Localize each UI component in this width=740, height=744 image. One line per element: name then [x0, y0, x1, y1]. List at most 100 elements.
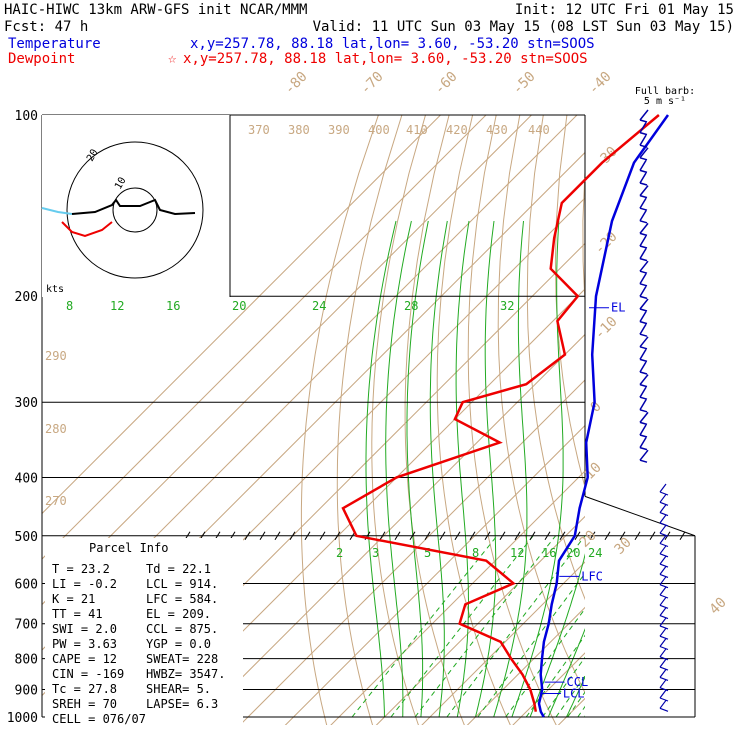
wind-barb-flag	[659, 501, 669, 506]
pressure-label: 800	[15, 653, 38, 668]
hodograph-units: kts	[46, 284, 64, 295]
wind-barb-staff	[639, 134, 647, 146]
isobar-hatch-mark	[394, 531, 401, 541]
dry-adiabat-line	[732, 115, 740, 730]
wind-barb-staff	[659, 524, 667, 534]
wind-barb-staff	[639, 424, 647, 436]
wind-barb-flag	[659, 491, 669, 496]
parcel-info-right: LAPSE= 6.3	[146, 697, 218, 711]
wind-barb	[659, 566, 669, 578]
mixing-ratio-label: 24	[312, 299, 326, 313]
wind-barb-staff	[639, 298, 649, 310]
wind-barb-flag	[639, 144, 648, 148]
wind-barb	[639, 122, 648, 136]
wind-barb-flag	[659, 594, 669, 599]
mixing-ratio-labels: 8 12 16 20 24 28 32 2 3 5 8 12 16 20 24	[66, 299, 602, 560]
theta-label: 290	[45, 349, 67, 363]
wind-barb-flag	[659, 563, 669, 568]
wind-barb-staff	[659, 576, 667, 586]
parcel-info-left: SREH = 70	[52, 697, 117, 711]
wind-barb-flag	[639, 320, 648, 325]
wind-barb	[639, 298, 649, 312]
parcel-info-rows: T = 23.2 Td = 22.1 LI = -0.2 LCL = 914. K = …	[52, 562, 225, 726]
wind-barb	[659, 648, 669, 661]
dry-adiabat-line	[685, 115, 740, 730]
wind-barb-staff	[639, 349, 647, 360]
wind-barb-staff	[659, 493, 667, 503]
parcel-info-right: SWEAT= 228	[146, 652, 218, 666]
wind-barb-staff	[639, 449, 649, 461]
isotherm-line	[284, 424, 585, 725]
isotherm-line	[645, 115, 740, 730]
theta-label: 380	[288, 123, 310, 137]
wind-barb	[639, 437, 648, 451]
wind-barb-staff	[639, 147, 649, 159]
isobar-hatch-mark	[634, 531, 641, 541]
theta-labels: 370 380 390 400 410 420 430 440 290 280 270	[45, 123, 550, 508]
parcel-info-left: CAPE = 12	[52, 652, 117, 666]
theta-label: 430	[486, 123, 508, 137]
wind-barb-flag	[659, 522, 669, 527]
forecast-hour: Fcst: 47 h	[4, 19, 88, 35]
temperature-profile-line	[537, 114, 670, 718]
parcel-info-title: Parcel Info	[89, 541, 168, 555]
parcel-info-right: LCL = 914.	[146, 577, 218, 591]
isobar-hatch-mark	[649, 531, 656, 541]
wind-barb-staff	[659, 566, 667, 575]
wind-barb	[639, 185, 649, 199]
model-title: HAIC-HIWC 13km ARW-GFS init NCAR/MMM	[4, 2, 307, 18]
wind-barb-staff	[659, 689, 667, 699]
isotherm-label: 30	[612, 535, 635, 558]
isobar-hatch-mark	[604, 531, 611, 541]
barb-key: Full barb: 5 m s⁻¹	[635, 86, 695, 107]
mixing-ratio-line	[446, 535, 585, 718]
wind-barb-flag	[659, 697, 669, 702]
dry-adiabat-line	[635, 115, 740, 730]
mixing-ratio-label: 16	[166, 299, 180, 313]
mixing-ratio-label: 3	[372, 546, 379, 560]
wind-barb-flag	[659, 656, 669, 661]
wind-barb-staff	[639, 386, 647, 398]
wind-barb	[659, 658, 669, 671]
wind-barb	[639, 424, 648, 438]
mixing-ratio-label: 12	[110, 299, 124, 313]
isobar-hatch-mark	[424, 531, 431, 541]
wind-barb-staff	[659, 638, 667, 647]
dry-adiabat-line	[526, 115, 585, 601]
isotherm-label: -10	[592, 314, 621, 343]
wind-barb-staff	[639, 361, 647, 373]
isotherm-line	[239, 379, 585, 725]
wind-barb-staff	[639, 160, 647, 171]
pressure-label: 1000	[7, 711, 38, 726]
wind-barb	[659, 617, 669, 630]
mixing-ratio-line	[477, 572, 585, 718]
wind-barb-staff	[659, 504, 667, 513]
wind-barb	[659, 545, 669, 558]
isobar-hatch-mark	[469, 531, 476, 541]
wind-barb-staff	[639, 248, 647, 259]
isobar-hatch-mark	[559, 531, 566, 541]
hodograph-wind-upper	[61, 221, 113, 238]
dry-adiabat-line	[404, 115, 465, 725]
wind-barb-flag	[659, 615, 669, 620]
wind-barb	[639, 172, 648, 186]
temperature-legend-label: Temperature	[8, 36, 101, 52]
wind-barb-staff	[639, 411, 649, 423]
hodograph-wind-low	[41, 207, 73, 215]
dry-adiabat-line	[371, 115, 426, 725]
moist-adiabat-line	[529, 553, 585, 718]
wind-barb-staff	[659, 535, 667, 544]
wind-barb-staff	[659, 555, 667, 565]
theta-label: 390	[328, 123, 350, 137]
isotherm-label: -40	[586, 69, 615, 98]
wind-barb-flag	[639, 169, 648, 174]
parcel-info-right: CCL = 875.	[146, 622, 218, 636]
mixing-ratio-label: 12	[510, 546, 524, 560]
parcel-info-background	[45, 538, 243, 726]
isobar-hatch-mark	[319, 531, 326, 541]
theta-label: 270	[45, 494, 67, 508]
isobar-hatch-mark	[619, 531, 626, 541]
wind-barb	[639, 147, 649, 161]
dry-adiabat-line	[300, 115, 379, 725]
isotherm-line	[42, 115, 441, 515]
